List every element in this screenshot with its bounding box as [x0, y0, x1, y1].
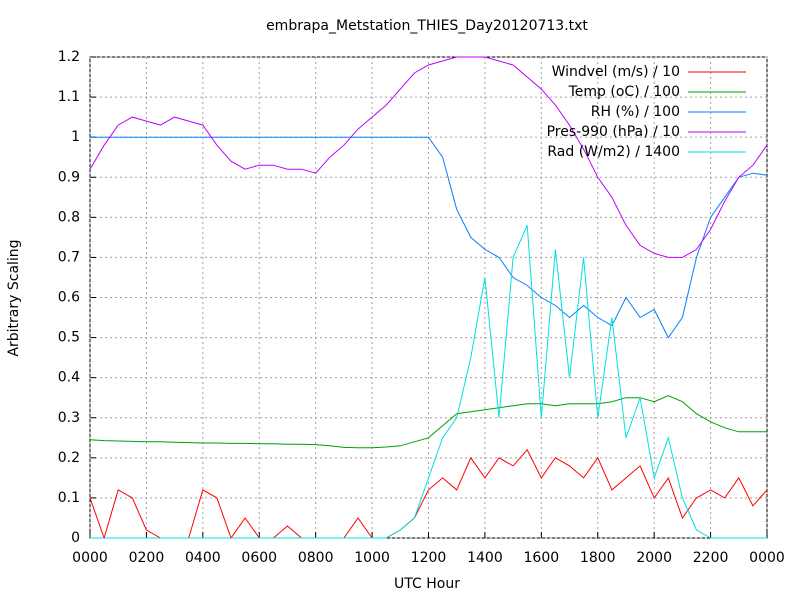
legend-label: Windvel (m/s) / 10 [552, 64, 680, 80]
y-tick-label: 0.1 [58, 490, 80, 506]
y-tick-label: 1 [71, 129, 80, 145]
y-tick-label: 0.3 [58, 410, 80, 426]
x-tick-label: 0400 [185, 550, 221, 566]
legend-label: Temp (oC) / 100 [568, 84, 680, 100]
series-line [90, 225, 767, 539]
y-tick-label: 0.6 [58, 290, 80, 306]
y-tick-label: 0.5 [58, 330, 80, 346]
x-tick-label: 1200 [411, 550, 447, 566]
x-tick-label: 0800 [298, 550, 334, 566]
legend-label: RH (%) / 100 [591, 104, 680, 120]
series-line [89, 395, 767, 449]
x-tick-label: 2000 [636, 550, 672, 566]
y-tick-label: 0.4 [58, 370, 80, 386]
x-tick-label: 0000 [749, 550, 785, 566]
y-tick-label: 0.7 [58, 249, 80, 265]
series-line [90, 136, 768, 339]
x-tick-label: 0600 [241, 550, 277, 566]
legend-label: Rad (W/m2) / 1400 [547, 144, 680, 160]
x-tick-label: 1400 [467, 550, 503, 566]
chart-title: embrapa_Metstation_THIES_Day20120713.txt [266, 18, 588, 34]
y-tick-label: 0.2 [58, 450, 80, 466]
x-tick-label: 1800 [580, 550, 616, 566]
series-line [89, 448, 768, 540]
series-line [89, 56, 768, 258]
x-axis-label: UTC Hour [394, 576, 460, 592]
x-tick-label: 1600 [524, 550, 560, 566]
y-tick-label: 0 [71, 530, 80, 546]
x-tick-label: 2200 [693, 550, 729, 566]
x-tick-label: 1000 [354, 550, 390, 566]
y-tick-label: 0.8 [58, 209, 80, 225]
y-tick-label: 0.9 [58, 169, 80, 185]
y-tick-label: 1.2 [58, 49, 80, 65]
x-tick-label: 0000 [72, 550, 108, 566]
x-tick-label: 0200 [129, 550, 165, 566]
legend-label: Pres-990 (hPa) / 10 [547, 124, 680, 140]
y-tick-label: 1.1 [58, 89, 80, 105]
y-axis-label: Arbitrary Scaling [6, 239, 22, 356]
